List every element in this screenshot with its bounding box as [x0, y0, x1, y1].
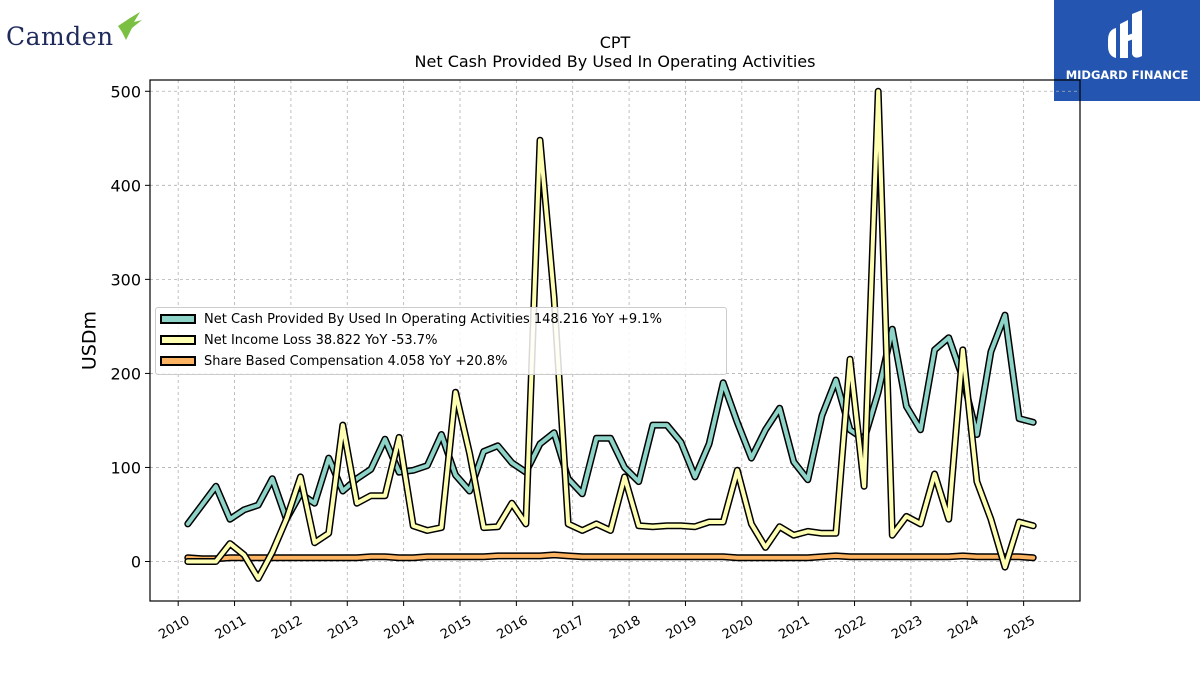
series-layer: [184, 87, 1037, 582]
chart-title: CPT: [599, 33, 631, 52]
series-line-net-cash-provided-by-used-in-operating-activities: [185, 313, 1036, 526]
x-tick-label: 2022: [833, 613, 869, 643]
legend: Net Cash Provided By Used In Operating A…: [155, 307, 727, 375]
x-tick-label: 2023: [889, 613, 925, 643]
x-tick-label: 2020: [720, 613, 756, 643]
legend-label: Net Income Loss 38.822 YoY -53.7%: [204, 332, 438, 348]
x-tick-label: 2011: [213, 613, 249, 643]
y-tick-label: 100: [110, 458, 141, 477]
legend-item-net-income: Net Income Loss 38.822 YoY -53.7%: [160, 330, 437, 350]
y-tick-label: 400: [110, 176, 141, 195]
legend-label: Share Based Compensation 4.058 YoY +20.8…: [204, 353, 508, 369]
x-tick-label: 2019: [664, 613, 700, 643]
x-tick-label: 2013: [325, 613, 361, 643]
chart-subtitle: Net Cash Provided By Used In Operating A…: [414, 52, 816, 71]
x-tick-label: 2012: [269, 613, 305, 643]
series-line-share-based-compensation: [185, 552, 1036, 561]
x-tick-label: 2014: [382, 613, 418, 643]
y-tick-label: 200: [110, 364, 141, 383]
y-tick-label: 300: [110, 270, 141, 289]
legend-item-net-cash: Net Cash Provided By Used In Operating A…: [160, 309, 662, 329]
midgard-finance-name: MIDGARD FINANCE: [1065, 68, 1189, 82]
legend-item-share-comp: Share Based Compensation 4.058 YoY +20.8…: [160, 351, 507, 371]
x-tick-label: 2021: [776, 613, 812, 643]
x-tick-label: 2016: [495, 613, 531, 643]
x-tick-label: 2010: [156, 613, 192, 643]
x-tick-label: 2018: [607, 613, 643, 643]
midgard-emblem-icon: [1108, 10, 1142, 58]
y-tick-label: 0: [131, 553, 141, 572]
y-tick-label: 500: [110, 82, 141, 101]
legend-label: Net Cash Provided By Used In Operating A…: [204, 311, 662, 327]
x-tick-label: 2017: [551, 613, 587, 643]
midgard-finance-logo: MIDGARD FINANCE: [1054, 0, 1200, 101]
camden-logo-text: Camden: [6, 22, 114, 51]
legend-swatch: [160, 335, 196, 345]
hummingbird-icon: [118, 12, 142, 40]
legend-swatch: [160, 314, 196, 324]
x-tick-label: 2025: [1002, 613, 1038, 643]
camden-logo: Camden: [6, 8, 146, 52]
legend-swatch: [160, 356, 196, 366]
series-line-net-income-loss: [185, 89, 1036, 581]
y-axis-label: USDm: [79, 311, 101, 370]
x-tick-label: 2015: [438, 613, 474, 643]
x-tick-label: 2024: [945, 613, 981, 643]
plot-frame: [149, 79, 1081, 602]
